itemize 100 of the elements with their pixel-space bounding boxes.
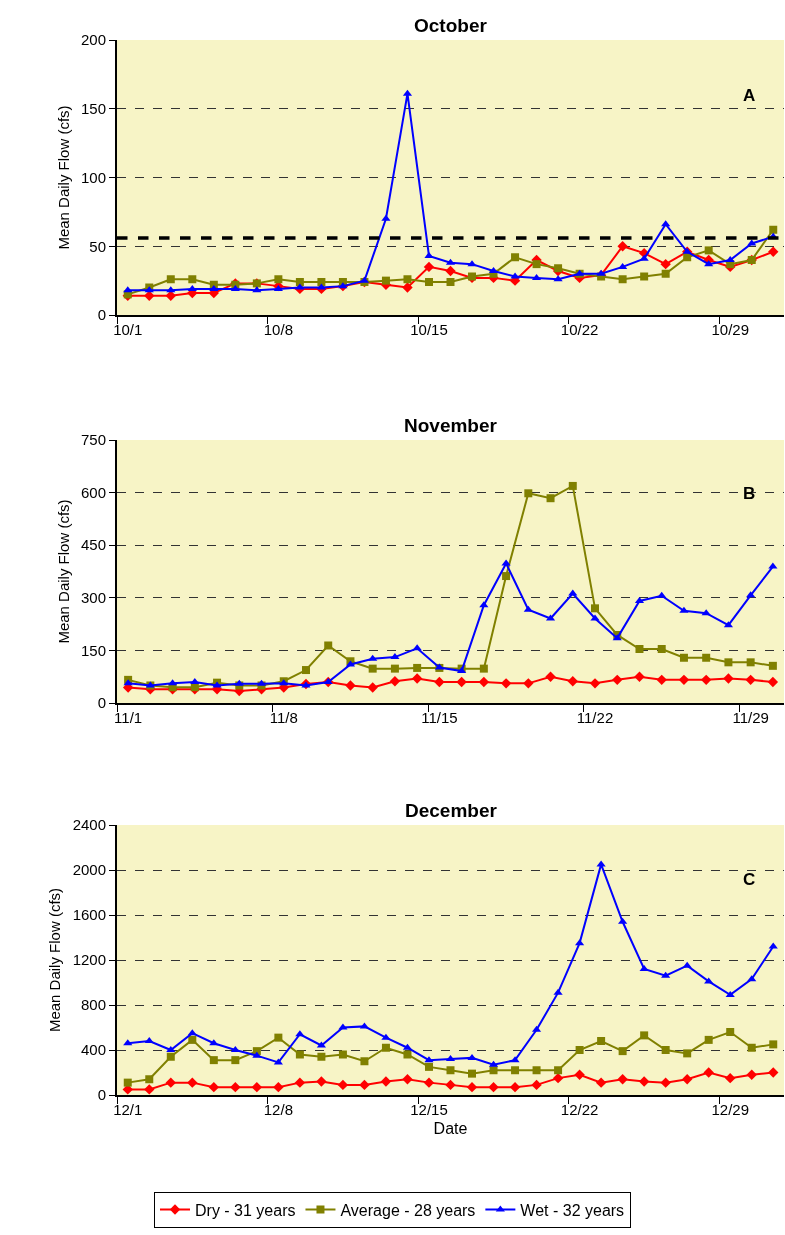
- x-tick-label: 11/29: [732, 709, 769, 726]
- point: [618, 262, 628, 269]
- point: [187, 284, 197, 291]
- point: [467, 1053, 477, 1060]
- point: [413, 663, 422, 672]
- y-tick-label: 1600: [72, 906, 106, 924]
- point: [678, 674, 690, 686]
- point: [700, 674, 712, 686]
- point: [188, 1035, 197, 1044]
- point: [745, 674, 756, 686]
- point: [768, 562, 778, 569]
- point: [617, 241, 628, 252]
- point: [595, 1077, 607, 1088]
- point: [316, 1076, 327, 1087]
- point: [618, 1047, 627, 1056]
- point: [381, 1033, 391, 1040]
- point: [702, 653, 711, 662]
- y-axis-title: Mean Daily Flow (cfs): [46, 887, 64, 1033]
- point: [612, 634, 622, 641]
- point: [591, 604, 600, 613]
- point: [294, 1077, 306, 1088]
- point: [726, 1028, 735, 1036]
- point: [295, 283, 305, 290]
- point: [467, 260, 477, 267]
- point: [165, 1077, 176, 1088]
- point: [768, 942, 778, 949]
- point: [411, 673, 423, 684]
- point: [704, 246, 713, 255]
- point: [209, 1056, 218, 1065]
- point: [661, 971, 671, 978]
- point: [747, 975, 757, 982]
- point: [295, 278, 304, 286]
- chart-title: December: [405, 800, 498, 821]
- point: [617, 1074, 628, 1085]
- x-tick-label: 11/22: [576, 709, 614, 726]
- point: [345, 680, 356, 691]
- point: [389, 676, 401, 687]
- point: [434, 676, 445, 688]
- point: [380, 1076, 392, 1087]
- point: [468, 1069, 477, 1078]
- point: [681, 1074, 693, 1085]
- point: [511, 1066, 520, 1075]
- point: [368, 654, 378, 661]
- point: [338, 1023, 348, 1030]
- point: [640, 1031, 649, 1040]
- point: [747, 1043, 756, 1052]
- point: [660, 1077, 671, 1088]
- point: [424, 1062, 433, 1071]
- point: [445, 265, 456, 277]
- point: [767, 676, 779, 688]
- point: [747, 239, 757, 246]
- point: [618, 917, 628, 924]
- point: [567, 676, 578, 687]
- point: [618, 275, 627, 284]
- point: [188, 275, 197, 284]
- x-tick-label: 11/1: [114, 709, 143, 726]
- y-tick-label: 450: [80, 536, 106, 554]
- x-tick-label: 12/22: [560, 1101, 599, 1118]
- point: [424, 1056, 434, 1063]
- point: [500, 678, 512, 689]
- point: [657, 591, 667, 598]
- point: [423, 1077, 435, 1088]
- point: [660, 258, 671, 270]
- point: [725, 1072, 736, 1084]
- point: [574, 1069, 585, 1080]
- legend-label: Average - 28 years: [340, 1201, 476, 1219]
- x-tick-label: 11/8: [269, 709, 298, 726]
- point: [589, 678, 601, 689]
- point: [704, 1035, 713, 1044]
- point: [466, 1081, 478, 1093]
- point: [478, 676, 490, 688]
- point: [683, 1049, 692, 1058]
- point: [597, 1037, 606, 1045]
- point: [723, 673, 734, 684]
- y-tick-label: 0: [97, 1086, 106, 1104]
- x-tick-label: 12/8: [263, 1101, 293, 1118]
- x-tick-label: 12/29: [711, 1101, 749, 1118]
- point: [317, 1052, 326, 1061]
- point: [273, 284, 283, 291]
- point: [274, 275, 283, 284]
- point: [230, 1081, 241, 1093]
- point: [479, 664, 488, 673]
- point: [532, 1066, 541, 1075]
- point: [509, 1081, 521, 1093]
- point: [768, 246, 779, 257]
- point: [381, 276, 390, 285]
- x-tick-label: 10/1: [113, 321, 143, 338]
- x-tick-label: 10/15: [410, 321, 448, 338]
- y-tick-label: 100: [80, 168, 106, 186]
- point: [390, 653, 400, 660]
- point: [338, 1050, 347, 1059]
- point: [166, 1052, 175, 1061]
- point: [403, 1050, 412, 1059]
- point: [546, 494, 555, 503]
- point: [424, 278, 433, 286]
- point: [568, 481, 577, 490]
- point: [746, 658, 755, 667]
- y-tick-label: 750: [80, 431, 106, 449]
- annotation: C: [743, 870, 756, 889]
- point: [446, 278, 455, 286]
